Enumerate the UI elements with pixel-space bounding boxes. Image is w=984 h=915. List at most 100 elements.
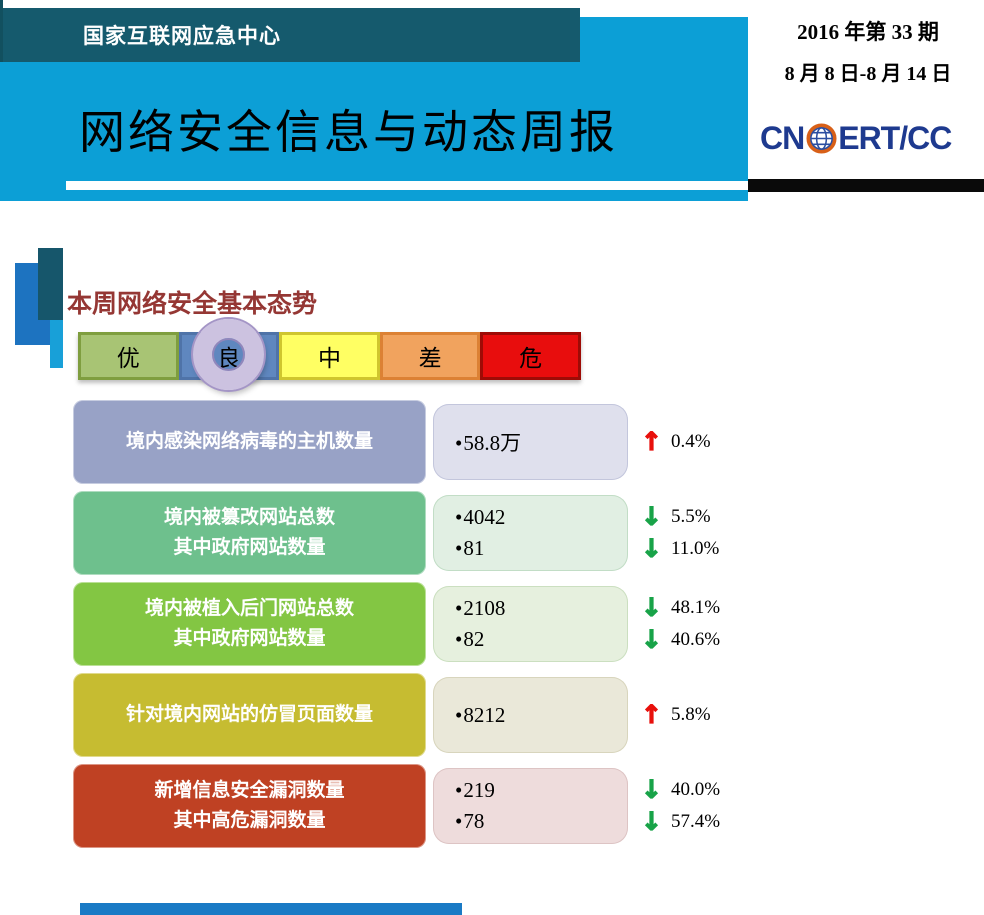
metric-row: 境内被植入后门网站总数 其中政府网站数量 •2108 •82 ↓ 48.1% ↓ 40.6… xyxy=(0,582,984,666)
issue-number: 2016 年第 33 期 xyxy=(797,20,939,44)
change-indicator: ↓ 5.5% xyxy=(640,502,781,531)
change-indicator: ↓ 40.0% xyxy=(640,775,781,804)
issue-box: 2016 年第 33 期 8 月 8 日-8 月 14 日 xyxy=(756,16,980,86)
down-arrow-icon: ↓ xyxy=(640,593,662,622)
change-percent: 40.6% xyxy=(670,629,721,650)
metric-value: •219 xyxy=(455,778,628,803)
metric-label-line: 境内被植入后门网站总数 xyxy=(144,598,354,619)
down-arrow-icon: ↓ xyxy=(640,502,662,531)
change-percent: 0.4% xyxy=(670,431,711,452)
metric-label: 境内被篡改网站总数 其中政府网站数量 xyxy=(73,491,426,575)
metric-value: •4042 xyxy=(455,505,628,530)
agency-title: 国家互联网应急中心 xyxy=(83,25,281,48)
metrics-list: 境内感染网络病毒的主机数量 •58.8万 ↑ 0.4% 境内被篡改网站总数 其中政府… xyxy=(0,400,984,848)
bullet-icon: • xyxy=(455,431,463,455)
metric-value: •82 xyxy=(455,627,628,652)
section-title: 本周网络安全基本态势 xyxy=(67,290,318,318)
down-arrow-icon: ↓ xyxy=(640,534,662,563)
metric-value-text: 8212 xyxy=(463,702,506,727)
bullet-icon: • xyxy=(455,778,463,802)
metric-changes: ↓ 5.5% ↓ 11.0% xyxy=(640,491,781,575)
scale-segment: 差 xyxy=(379,332,481,380)
title-underline xyxy=(66,181,748,190)
bullet-icon: • xyxy=(455,809,463,833)
metric-changes: ↓ 40.0% ↓ 57.4% xyxy=(640,764,781,848)
date-range: 8 月 8 日-8 月 14 日 xyxy=(784,63,952,85)
metric-value: •2108 xyxy=(455,596,628,621)
cncert-logo: CN ERT/CC xyxy=(760,120,952,157)
metric-value: •78 xyxy=(455,809,628,834)
agency-bar: 国家互联网应急中心 xyxy=(3,8,580,62)
logo-text-right: ERT/CC xyxy=(838,120,952,156)
metric-label: 境内被植入后门网站总数 其中政府网站数量 xyxy=(73,582,426,666)
metric-value-box: •4042 •81 xyxy=(433,495,628,571)
up-arrow-icon: ↑ xyxy=(640,427,662,456)
change-indicator: ↓ 11.0% xyxy=(640,534,781,563)
metric-value-text: 2108 xyxy=(463,596,506,620)
scale-segment: 危 xyxy=(480,332,581,380)
bottom-bar xyxy=(80,903,462,915)
metric-value-text: 4042 xyxy=(463,505,506,529)
change-percent: 5.8% xyxy=(670,704,711,725)
metric-label-line: 境内感染网络病毒的主机数量 xyxy=(125,431,373,452)
metric-label-line: 针对境内网站的仿冒页面数量 xyxy=(125,704,373,725)
left-edge-strip xyxy=(0,0,3,62)
metric-row: 境内感染网络病毒的主机数量 •58.8万 ↑ 0.4% xyxy=(0,400,984,484)
bullet-icon: • xyxy=(455,505,463,529)
black-bar xyxy=(748,179,984,192)
metric-value-text: 81 xyxy=(463,536,485,560)
down-arrow-icon: ↓ xyxy=(640,625,662,654)
metric-label-line: 其中政府网站数量 xyxy=(173,628,326,649)
metric-changes: ↑ 5.8% xyxy=(640,673,781,757)
scale-segment: 优 xyxy=(78,332,179,380)
metric-value-box: •8212 xyxy=(433,677,628,753)
change-indicator: ↓ 48.1% xyxy=(640,593,781,622)
change-indicator: ↑ 5.8% xyxy=(640,700,781,729)
metric-row: 境内被篡改网站总数 其中政府网站数量 •4042 •81 ↓ 5.5% ↓ 11.0% xyxy=(0,491,984,575)
current-level-ring xyxy=(193,319,264,390)
metric-value-box: •58.8万 xyxy=(433,404,628,480)
change-indicator: ↓ 57.4% xyxy=(640,807,781,836)
metric-value-box: •2108 •82 xyxy=(433,586,628,662)
up-arrow-icon: ↑ xyxy=(640,700,662,729)
logo-text-left: CN xyxy=(760,120,805,156)
metric-value: •81 xyxy=(455,536,628,561)
bullet-icon: • xyxy=(455,702,463,727)
metric-label-line: 其中政府网站数量 xyxy=(173,537,326,558)
down-arrow-icon: ↓ xyxy=(640,775,662,804)
metric-value: •58.8万 xyxy=(455,427,628,457)
change-percent: 11.0% xyxy=(670,538,720,559)
bullet-icon: • xyxy=(455,627,463,651)
change-percent: 40.0% xyxy=(670,779,721,800)
severity-scale: 优良中差危 xyxy=(78,332,581,380)
metric-row: 新增信息安全漏洞数量 其中高危漏洞数量 •219 •78 ↓ 40.0% ↓ 57.4% xyxy=(0,764,984,848)
change-indicator: ↓ 40.6% xyxy=(640,625,781,654)
deco-teal-rect xyxy=(38,248,63,320)
scale-segment: 中 xyxy=(279,332,380,380)
bullet-icon: • xyxy=(455,536,463,560)
metric-value-box: •219 •78 xyxy=(433,768,628,844)
metric-label: 境内感染网络病毒的主机数量 xyxy=(73,400,426,484)
metric-changes: ↓ 48.1% ↓ 40.6% xyxy=(640,582,781,666)
metric-changes: ↑ 0.4% xyxy=(640,400,781,484)
report-title: 网络安全信息与动态周报 xyxy=(79,107,618,158)
metric-label: 针对境内网站的仿冒页面数量 xyxy=(73,673,426,757)
metric-value-text: 58.8万 xyxy=(463,431,522,455)
metric-value: •8212 xyxy=(455,703,628,728)
metric-value-text: 82 xyxy=(463,627,485,651)
metric-value-text: 78 xyxy=(463,809,485,833)
change-indicator: ↑ 0.4% xyxy=(640,427,781,456)
globe-icon xyxy=(806,123,837,154)
change-percent: 57.4% xyxy=(670,811,721,832)
bullet-icon: • xyxy=(455,596,463,620)
metric-label-line: 新增信息安全漏洞数量 xyxy=(154,780,345,801)
change-percent: 48.1% xyxy=(670,597,721,618)
metric-value-text: 219 xyxy=(463,778,495,802)
metric-row: 针对境内网站的仿冒页面数量 •8212 ↑ 5.8% xyxy=(0,673,984,757)
change-percent: 5.5% xyxy=(670,506,711,527)
metric-label-line: 境内被篡改网站总数 xyxy=(163,507,335,528)
metric-label-line: 其中高危漏洞数量 xyxy=(173,810,326,831)
down-arrow-icon: ↓ xyxy=(640,807,662,836)
metric-label: 新增信息安全漏洞数量 其中高危漏洞数量 xyxy=(73,764,426,848)
